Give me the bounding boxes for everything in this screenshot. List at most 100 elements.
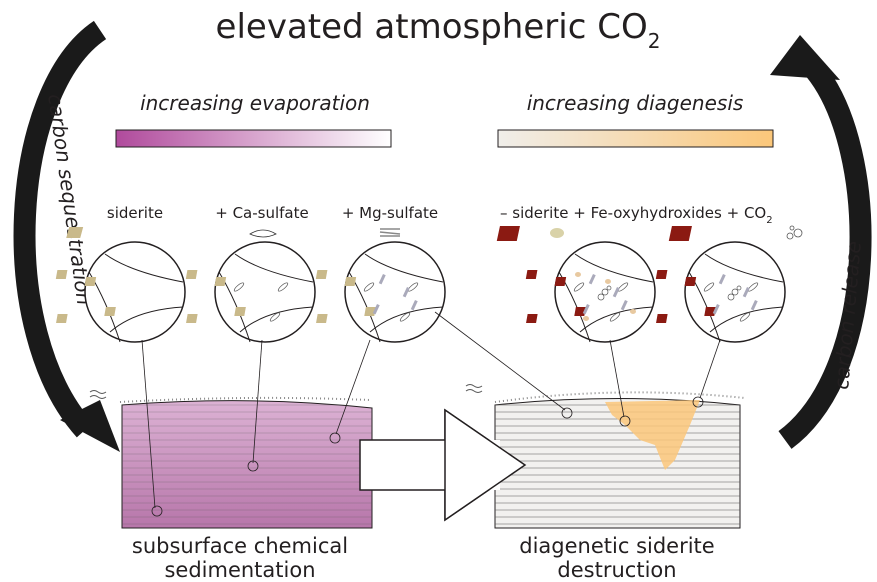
mineral-grain bbox=[704, 307, 716, 316]
mg-sulfate-grain bbox=[402, 287, 410, 298]
altered-siderite-core bbox=[550, 228, 564, 238]
right-minerals-label: – siderite + Fe-oxyhydroxides + CO2 bbox=[500, 204, 773, 226]
right-sediment-block bbox=[494, 398, 741, 529]
left-block-label-2: sedimentation bbox=[164, 558, 315, 582]
mineral-grain bbox=[56, 314, 68, 323]
mineral-grain bbox=[104, 307, 116, 316]
magnifier-ca bbox=[185, 241, 316, 343]
mineral-grain bbox=[656, 314, 668, 323]
carbon-release-arrow bbox=[770, 35, 872, 449]
grain-core bbox=[575, 272, 581, 277]
ca-sulfate-grain bbox=[399, 312, 411, 322]
connector-lines bbox=[141, 311, 721, 517]
grain-boundary bbox=[364, 253, 444, 283]
co2-bubble bbox=[731, 288, 739, 296]
ca-sulfate-grain bbox=[739, 312, 751, 322]
mineral-grain bbox=[525, 270, 538, 279]
ca-sulfate-grain bbox=[269, 312, 281, 322]
mg-sulfate-grain bbox=[582, 304, 590, 315]
co2-bubbles-icon bbox=[786, 225, 803, 240]
fe-oxyhydroxide-icon bbox=[668, 226, 692, 241]
grain-boundary bbox=[239, 306, 314, 333]
magnifier-circle bbox=[214, 241, 316, 343]
mineral-grain bbox=[344, 277, 357, 286]
mg-sulfate-grain bbox=[378, 273, 386, 285]
ca-sulfate-icon bbox=[249, 229, 277, 238]
mg-sulfate-grain bbox=[718, 273, 726, 285]
grain-boundary bbox=[704, 253, 784, 283]
siderite-icon bbox=[66, 227, 84, 238]
evaporation-gradient-bar bbox=[115, 129, 392, 148]
diagenesis-gradient-bar bbox=[497, 129, 774, 148]
ca-sulfate-grain bbox=[703, 282, 715, 292]
grain-boundary bbox=[574, 253, 654, 283]
arrow-head bbox=[444, 408, 527, 522]
magnifier-mg bbox=[315, 241, 446, 343]
grain-core bbox=[630, 309, 636, 314]
grain-boundary bbox=[369, 306, 444, 333]
ca-sulfate-grain bbox=[573, 282, 585, 292]
mg-sulfate-grain bbox=[372, 304, 380, 315]
title: elevated atmospheric CO2 bbox=[216, 7, 661, 53]
mg-sulfate-grain bbox=[612, 287, 620, 298]
mg-sulfate-grain bbox=[750, 300, 758, 311]
water-wave-icon bbox=[89, 390, 107, 399]
siderite-label: siderite bbox=[107, 204, 163, 222]
ca-sulfate-grain bbox=[609, 312, 621, 322]
water-wave-icon bbox=[465, 384, 483, 393]
evaporation-label: increasing evaporation bbox=[140, 91, 370, 115]
ca-sulfate-label: + Ca-sulfate bbox=[215, 204, 309, 222]
grain-boundary bbox=[579, 306, 654, 333]
grain-boundary bbox=[709, 306, 784, 333]
mineral-grain bbox=[234, 307, 246, 316]
mineral-grain bbox=[655, 270, 668, 279]
ca-sulfate-grain bbox=[277, 282, 289, 292]
grain-core bbox=[583, 316, 589, 321]
grain-core bbox=[605, 279, 611, 284]
mg-sulfate-grain bbox=[588, 274, 596, 285]
mineral-grain bbox=[315, 270, 328, 279]
mineral-grain bbox=[554, 277, 567, 286]
mineral-grain bbox=[185, 270, 198, 279]
grain-boundary bbox=[104, 253, 184, 283]
right-block-label-2: destruction bbox=[557, 558, 676, 582]
magnifier-fe bbox=[655, 241, 786, 343]
mg-sulfate-grain bbox=[620, 300, 628, 311]
co2-bubble bbox=[601, 288, 609, 296]
surface-left bbox=[119, 396, 371, 403]
ca-sulfate-grain bbox=[233, 282, 245, 292]
mineral-grain bbox=[55, 270, 68, 279]
carbon-sequestration-arrow bbox=[13, 20, 120, 452]
mg-sulfate-label: + Mg-sulfate bbox=[342, 204, 438, 222]
diagenesis-label: increasing diagenesis bbox=[527, 91, 744, 115]
magnifier-altered bbox=[525, 241, 656, 343]
mg-sulfate-grain bbox=[712, 304, 720, 315]
co2-bubble bbox=[727, 293, 735, 301]
grain-boundary bbox=[109, 306, 184, 333]
mineral-grain bbox=[214, 277, 227, 286]
mg-sulfate-icon bbox=[379, 228, 401, 237]
grain-boundary bbox=[234, 253, 314, 283]
mineral-grain bbox=[84, 277, 97, 286]
left-block-label-1: subsurface chemical bbox=[132, 534, 348, 558]
co2-bubble bbox=[606, 285, 612, 291]
mineral-grain bbox=[364, 307, 376, 316]
mineral-grain bbox=[186, 314, 198, 323]
mineral-grain bbox=[684, 277, 697, 286]
mineral-grain bbox=[574, 307, 586, 316]
mineral-grain bbox=[316, 314, 328, 323]
left-sediment-block bbox=[121, 400, 373, 529]
right-block-label-1: diagenetic siderite bbox=[519, 534, 714, 558]
magnifier-circle bbox=[684, 241, 786, 343]
co2-bubble bbox=[736, 285, 742, 291]
magnifier-siderite bbox=[55, 241, 186, 343]
mg-sulfate-grain bbox=[410, 300, 418, 311]
ca-sulfate-grain bbox=[363, 282, 375, 292]
mineral-grain bbox=[526, 314, 538, 323]
magnifier-circle bbox=[554, 241, 656, 343]
mg-sulfate-grain bbox=[742, 287, 750, 298]
magnifier-circle bbox=[84, 241, 186, 343]
co2-bubble bbox=[597, 293, 605, 301]
magnifier-circle bbox=[344, 241, 446, 343]
